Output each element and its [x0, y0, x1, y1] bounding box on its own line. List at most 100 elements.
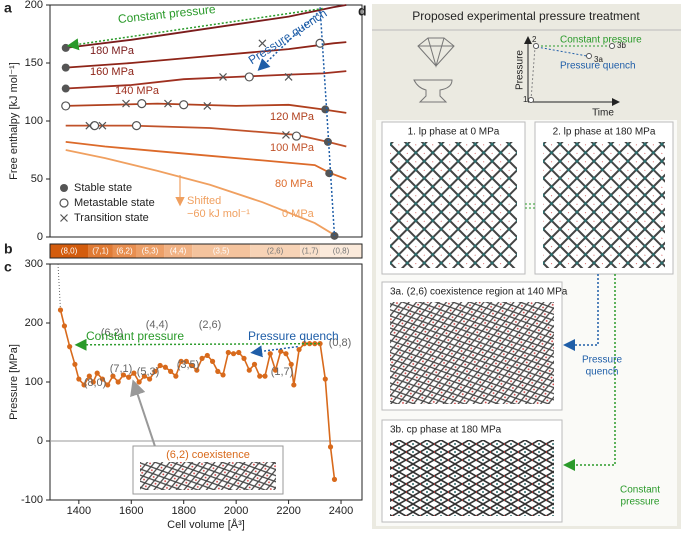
annotation: Pressure quench [246, 6, 330, 67]
segment-label: (7,1) [92, 247, 109, 256]
state-marker [203, 101, 212, 110]
quench-arrow [563, 274, 599, 351]
x-tick-label: 2400 [329, 505, 353, 517]
annotation: Shifted [187, 195, 221, 207]
schematic-y-label: Pressure [515, 50, 526, 90]
pressure-point [291, 382, 297, 388]
arrow-label: Constant [620, 485, 660, 496]
pressure-point [188, 362, 195, 369]
arrow-label: quench [586, 367, 619, 378]
segment-label: (4,4) [170, 247, 187, 256]
pressure-point [67, 344, 73, 350]
state-marker [325, 169, 334, 178]
pressure-point [90, 379, 96, 385]
segment [192, 244, 251, 258]
schematic-point [609, 43, 615, 49]
y-tick-label: 150 [25, 57, 43, 69]
pressure-point [278, 348, 284, 354]
y-tick-label: -100 [21, 494, 43, 506]
arrow-label: Pressure [582, 355, 622, 366]
y-tick-label: 300 [25, 258, 43, 270]
legend-symbol [60, 184, 68, 192]
phase-label: (2,6) [199, 319, 222, 331]
state-marker [282, 130, 290, 139]
pressure-point [194, 367, 200, 373]
segment-label: (1,7) [302, 247, 319, 256]
phase-label: (7,1) [110, 363, 133, 375]
state-marker [98, 121, 107, 130]
state-marker [89, 121, 100, 131]
series-label: 0 MPa [282, 208, 315, 220]
diagram-title: Proposed experimental pressure treatment [412, 9, 640, 23]
phase-label: (1,7) [271, 366, 294, 378]
state-marker [61, 84, 70, 93]
pressure-point [257, 373, 263, 379]
x-tick-label: 2000 [224, 505, 248, 517]
structure-image [390, 440, 554, 516]
segment [135, 244, 165, 258]
pressure-point [236, 349, 242, 356]
segment [250, 244, 301, 258]
pressure-point [251, 361, 258, 367]
pressure-point [178, 358, 184, 364]
series-label: 100 MPa [270, 142, 315, 154]
y-tick-label: 200 [25, 317, 43, 329]
pressure-point [331, 476, 338, 482]
state-marker [85, 121, 94, 130]
state-marker [131, 121, 142, 131]
series-label: 180 MPa [90, 45, 135, 57]
panel-label: c [4, 259, 12, 275]
pressure-point [301, 341, 307, 347]
pressure-point [220, 372, 226, 378]
phase-label: (0,8) [329, 337, 352, 349]
enthalpy-line [65, 149, 337, 237]
y-axis-label: Free enthalpy [kJ mol⁻¹] [8, 62, 20, 180]
y-tick-label: 50 [31, 173, 43, 185]
y-tick-label: 100 [25, 376, 43, 388]
pressure-point [230, 351, 237, 357]
pressure-point [209, 358, 216, 364]
phase-label: (3,5) [177, 359, 200, 371]
inset-image [140, 462, 276, 490]
state-marker [164, 99, 172, 108]
segment [88, 244, 113, 258]
state-marker [219, 72, 227, 81]
pressure-point [157, 362, 163, 369]
pressure-point [115, 379, 121, 385]
pressure-point [241, 355, 247, 361]
inset-label: (6,2) coexistence [166, 449, 250, 461]
pressure-point [225, 349, 231, 356]
schematic-point-label: 2 [532, 35, 537, 44]
segment [164, 244, 193, 258]
series-label: 120 MPa [270, 111, 315, 123]
x-axis-label: Cell volume [Å³] [167, 518, 245, 531]
state-marker [122, 99, 130, 108]
legend-label: Stable state [74, 182, 132, 194]
pressure-quench-arrow [257, 12, 318, 71]
pressure-point [61, 323, 68, 329]
structure-image [390, 142, 517, 268]
segment [50, 244, 89, 258]
state-marker [137, 98, 147, 109]
panel-label: d [358, 3, 367, 19]
structure-label: 3b. cp phase at 180 MPa [390, 425, 502, 436]
enthalpy-line [65, 70, 347, 90]
segment-label: (8,0) [61, 247, 78, 256]
phase-label: (4,4) [146, 319, 169, 331]
pressure-point [81, 382, 87, 388]
pressure-point [72, 361, 78, 367]
phase-label: (6,2) [101, 327, 124, 339]
pressure-point [306, 341, 313, 347]
series-label: 140 MPa [115, 85, 160, 97]
pressure-quench-arrow [250, 345, 298, 358]
segment [112, 244, 136, 258]
phase-label: (5,3) [137, 366, 160, 378]
schematic-point [533, 43, 539, 49]
schematic-point-label: 3b [617, 41, 626, 50]
state-marker [258, 39, 267, 48]
constant-pressure-arrow [66, 7, 323, 51]
pressure-point [262, 373, 268, 379]
enthalpy-line [65, 4, 347, 49]
state-marker [244, 72, 254, 82]
